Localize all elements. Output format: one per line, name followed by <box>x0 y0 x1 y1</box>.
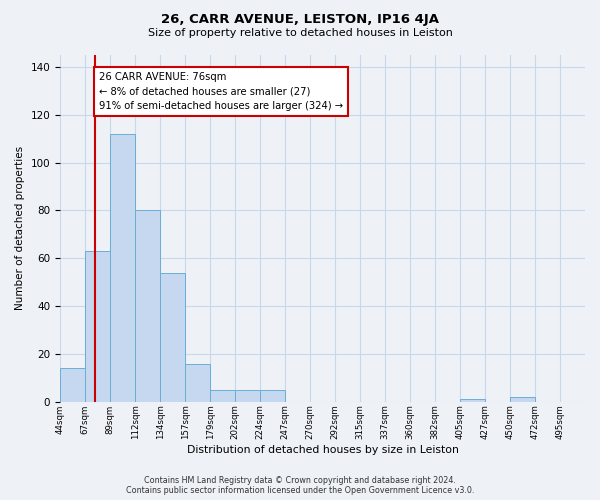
Bar <box>460 400 485 402</box>
Bar <box>235 390 260 402</box>
Bar <box>160 272 185 402</box>
Bar <box>260 390 285 402</box>
Bar <box>85 251 110 402</box>
Bar <box>135 210 160 402</box>
Text: 26 CARR AVENUE: 76sqm
← 8% of detached houses are smaller (27)
91% of semi-detac: 26 CARR AVENUE: 76sqm ← 8% of detached h… <box>99 72 343 112</box>
Bar <box>510 397 535 402</box>
Text: Contains HM Land Registry data © Crown copyright and database right 2024.
Contai: Contains HM Land Registry data © Crown c… <box>126 476 474 495</box>
Text: Size of property relative to detached houses in Leiston: Size of property relative to detached ho… <box>148 28 452 38</box>
Bar <box>60 368 85 402</box>
Bar <box>110 134 135 402</box>
Bar <box>185 364 210 402</box>
Text: 26, CARR AVENUE, LEISTON, IP16 4JA: 26, CARR AVENUE, LEISTON, IP16 4JA <box>161 12 439 26</box>
X-axis label: Distribution of detached houses by size in Leiston: Distribution of detached houses by size … <box>187 445 458 455</box>
Bar <box>210 390 235 402</box>
Y-axis label: Number of detached properties: Number of detached properties <box>15 146 25 310</box>
